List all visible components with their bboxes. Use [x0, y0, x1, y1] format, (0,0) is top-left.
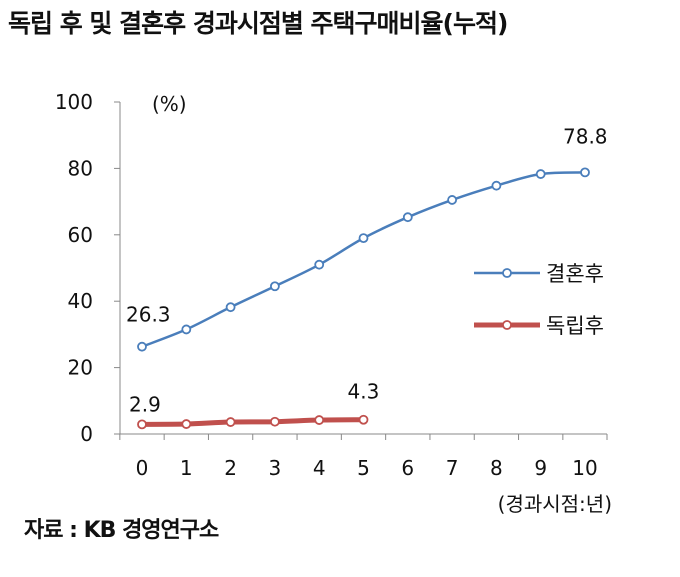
series-1-point [314, 415, 325, 425]
chart-title: 독립 후 및 결혼후 경과시점별 주택구매비율(누적) [8, 9, 508, 38]
series-0-point [580, 167, 590, 178]
y-tick-label: 100 [55, 90, 93, 114]
legend-label-0: 결혼후 [546, 262, 604, 286]
series-0-point [491, 180, 502, 191]
y-axis-label: (%) [152, 92, 187, 116]
y-tick-label: 60 [68, 223, 93, 247]
series-line-1 [141, 417, 364, 427]
source-note: 자료 : KB 경영연구소 [24, 518, 219, 543]
y-tick-label: 20 [68, 356, 93, 380]
data-label: 2.9 [129, 392, 161, 416]
legend-marker-1 [502, 320, 512, 330]
x-tick-label: 8 [490, 456, 503, 480]
series-0-point [225, 302, 236, 313]
series-0-point [447, 195, 458, 205]
series-0-point [269, 281, 280, 292]
x-tick-label: 4 [313, 456, 326, 480]
x-tick-label: 3 [269, 456, 282, 480]
series-line-0 [141, 171, 586, 348]
legend-label-1: 독립후 [546, 314, 604, 338]
series-0-point [358, 233, 369, 244]
series-0-point [535, 169, 546, 179]
data-label: 78.8 [563, 124, 608, 148]
x-axis-label: (경과시점:년) [498, 492, 612, 516]
data-label: 4.3 [348, 380, 380, 404]
series-1-point [358, 414, 369, 425]
series-0-point [181, 324, 192, 335]
x-tick-label: 5 [357, 456, 370, 480]
x-tick-label: 1 [180, 456, 193, 480]
series-0-point [402, 212, 413, 223]
series-1-point [181, 419, 192, 429]
labels-layer: 26.3 78.8 2.9 4.3 [126, 124, 608, 416]
x-tick-label: 7 [446, 456, 459, 480]
x-tick-label: 9 [534, 456, 547, 480]
x-tick-label: 0 [136, 456, 149, 480]
x-tick-label: 6 [401, 456, 414, 480]
series-0-point [137, 341, 147, 352]
series-0-point [314, 259, 325, 270]
x-tick-label: 2 [224, 456, 237, 480]
x-tick-label: 10 [572, 456, 597, 480]
y-tick-label: 80 [68, 156, 93, 180]
y-tick-label: 40 [68, 289, 93, 313]
series-layer [137, 167, 590, 430]
series-1-point [137, 419, 147, 430]
legend-marker-0 [502, 268, 512, 278]
y-tick-label: 0 [80, 422, 93, 446]
data-label: 26.3 [126, 303, 171, 327]
series-1-point [269, 416, 280, 427]
axes: 0 20 40 60 80 100 0 1 2 3 4 5 6 7 8 9 10 (%) (경과시점:년) [55, 90, 612, 516]
series-1-point [225, 417, 236, 427]
